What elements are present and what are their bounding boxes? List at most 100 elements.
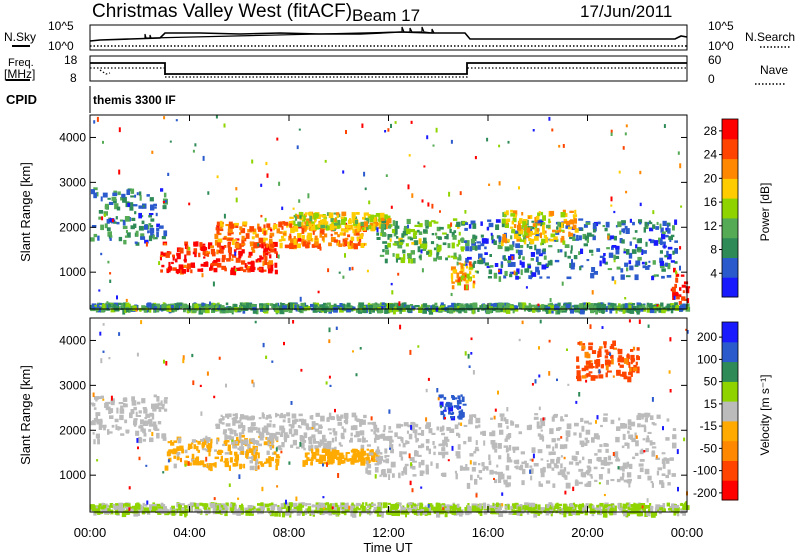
velocity-data-cell	[600, 364, 604, 369]
power-data-cell	[383, 305, 386, 308]
velocity-data-cell	[258, 417, 262, 420]
power-data-cell	[507, 260, 511, 264]
velocity-noise-cell	[257, 465, 260, 470]
power-data-cell	[667, 253, 672, 260]
power-noise-cell	[613, 210, 616, 214]
velocity-data-cell	[269, 446, 272, 450]
power-data-cell	[343, 217, 347, 221]
power-data-cell	[674, 261, 678, 264]
velocity-data-cell	[672, 473, 676, 477]
velocity-data-cell	[265, 436, 268, 440]
power-data-cell	[242, 308, 246, 314]
velocity-data-cell	[366, 463, 372, 469]
power-noise-cell	[551, 128, 554, 132]
power-data-cell	[150, 232, 153, 239]
velocity-noise-cell	[337, 473, 340, 478]
velocity-noise-cell	[444, 417, 446, 420]
velocity-data-cell	[493, 509, 496, 513]
power-data-cell	[363, 221, 368, 227]
velocity-data-cell	[530, 508, 536, 514]
velocity-data-cell	[164, 465, 169, 471]
velocity-noise-cell	[437, 397, 440, 401]
power-data-cell	[592, 223, 597, 229]
power-noise-cell	[96, 116, 99, 122]
velocity-data-cell	[337, 458, 343, 462]
velocity-data-cell	[415, 437, 418, 443]
velocity-data-cell	[181, 507, 185, 511]
power-noise-cell	[344, 253, 346, 258]
power-data-cell	[510, 235, 513, 240]
velocity-noise-cell	[328, 339, 331, 344]
power-data-cell	[305, 245, 308, 249]
power-data-cell	[354, 225, 359, 229]
velocity-data-cell	[285, 511, 289, 516]
velocity-noise-cell	[427, 504, 430, 508]
power-data-cell	[447, 243, 451, 249]
velocity-data-cell	[153, 394, 157, 398]
velocity-data-cell	[382, 473, 388, 478]
velocity-data-cell	[334, 450, 340, 455]
power-data-cell	[549, 259, 553, 263]
velocity-data-cell	[565, 482, 571, 489]
velocity-data-cell	[661, 482, 665, 488]
power-noise-cell	[390, 205, 393, 209]
velocity-data-cell	[321, 508, 324, 514]
velocity-data-cell	[551, 438, 556, 443]
power-data-cell	[667, 228, 671, 234]
power-data-cell	[351, 212, 356, 218]
velocity-data-cell	[108, 505, 113, 508]
velocity-data-cell	[457, 395, 461, 399]
power-data-cell	[573, 215, 576, 220]
power-data-cell	[271, 244, 274, 248]
power-data-cell	[332, 224, 337, 229]
power-data-cell	[582, 302, 585, 309]
power-data-cell	[163, 243, 167, 246]
power-data-cell	[579, 266, 582, 271]
velocity-noise-cell	[409, 349, 412, 355]
velocity-data-cell	[439, 426, 442, 432]
power-data-cell	[580, 265, 584, 268]
velocity-data-cell	[329, 432, 332, 435]
power-data-cell	[321, 308, 326, 312]
velocity-data-cell	[682, 510, 686, 516]
velocity-data-cell	[327, 456, 332, 460]
velocity-data-cell	[405, 440, 408, 445]
power-data-cell	[122, 196, 127, 203]
velocity-data-cell	[632, 346, 636, 351]
velocity-data-cell	[196, 461, 201, 466]
power-colorbar-tick-label: 28	[704, 124, 718, 138]
power-data-cell	[176, 302, 180, 306]
velocity-data-cell	[259, 435, 264, 441]
velocity-noise-cell	[589, 324, 592, 329]
power-data-cell	[130, 188, 135, 194]
power-data-cell	[314, 235, 318, 241]
velocity-data-cell	[343, 511, 347, 516]
power-data-cell	[382, 303, 385, 310]
power-data-cell	[178, 248, 182, 252]
velocity-data-cell	[176, 456, 180, 461]
power-data-cell	[446, 307, 450, 314]
velocity-data-cell	[108, 409, 112, 414]
power-data-cell	[509, 226, 514, 229]
velocity-data-cell	[471, 414, 477, 418]
velocity-data-cell	[235, 413, 238, 418]
velocity-data-cell	[573, 504, 577, 511]
velocity-data-cell	[121, 511, 127, 518]
velocity-noise-cell	[643, 450, 646, 453]
velocity-data-cell	[647, 505, 650, 509]
velocity-data-cell	[164, 511, 169, 516]
velocity-noise-cell	[506, 407, 509, 412]
power-data-cell	[134, 211, 137, 215]
velocity-data-cell	[170, 441, 175, 446]
velocity-data-cell	[669, 457, 674, 461]
power-data-cell	[267, 267, 273, 274]
power-data-cell	[98, 210, 104, 214]
velocity-data-cell	[196, 503, 200, 507]
velocity-data-cell	[623, 506, 627, 509]
power-data-cell	[528, 302, 531, 307]
power-noise-cell	[363, 171, 366, 177]
velocity-data-cell	[93, 439, 96, 445]
velocity-data-cell	[184, 449, 188, 454]
velocity-data-cell	[205, 448, 208, 452]
velocity-data-cell	[642, 504, 648, 509]
